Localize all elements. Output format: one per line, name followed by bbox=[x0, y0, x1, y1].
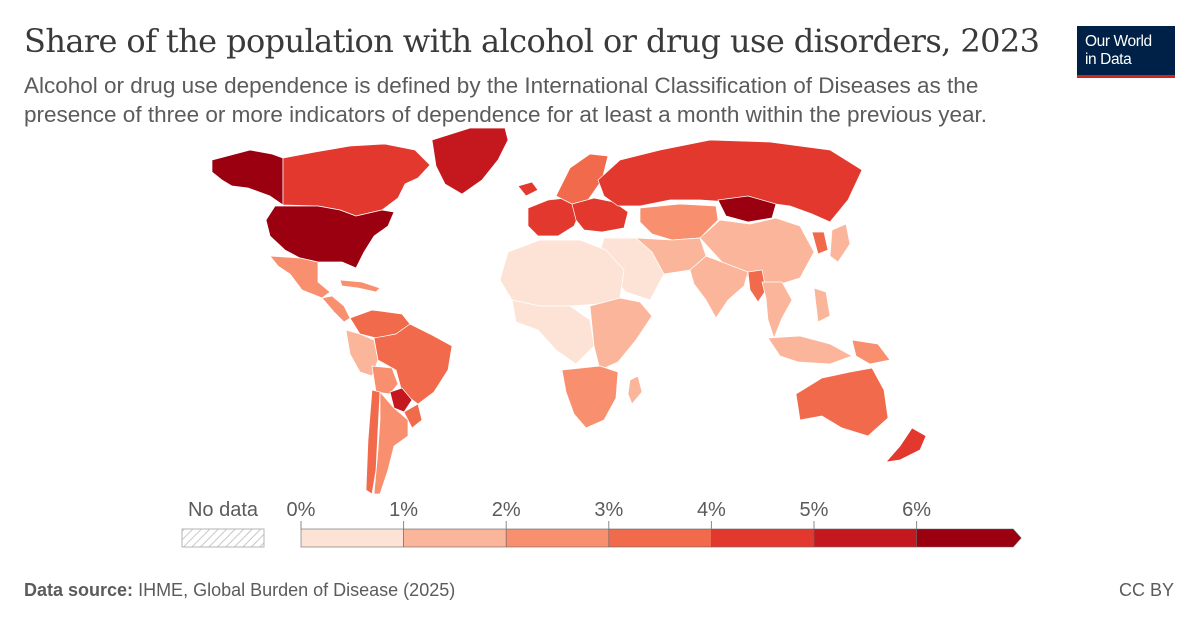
region-korea[interactable] bbox=[811, 231, 829, 255]
chart-subtitle: Alcohol or drug use dependence is define… bbox=[24, 73, 988, 127]
region-myanmar[interactable] bbox=[747, 269, 767, 303]
logo-line-2: in Data bbox=[1085, 51, 1132, 68]
region-indonesia[interactable] bbox=[767, 335, 853, 365]
region-united-states[interactable] bbox=[265, 205, 395, 269]
legend-bin-3[interactable] bbox=[608, 528, 712, 548]
license-link[interactable]: CC BY bbox=[1118, 580, 1174, 600]
legend-tick-label: 4% bbox=[697, 499, 726, 521]
owid-logo[interactable]: Our World in Data bbox=[1077, 26, 1175, 78]
legend-bin-4[interactable] bbox=[711, 528, 815, 548]
legend-tick-label: 6% bbox=[902, 499, 931, 521]
region-uruguay[interactable] bbox=[403, 403, 423, 429]
region-brazil[interactable] bbox=[373, 323, 453, 405]
legend-bin-2[interactable] bbox=[505, 528, 610, 548]
legend-bin-5[interactable] bbox=[813, 528, 917, 548]
data-source-label: Data source: bbox=[24, 580, 134, 600]
region-west-central-africa[interactable] bbox=[511, 299, 595, 365]
region-papua-new-guinea[interactable] bbox=[851, 339, 891, 365]
region-philippines[interactable] bbox=[813, 287, 831, 323]
region-south-asia[interactable] bbox=[689, 255, 749, 319]
region-alaska[interactable] bbox=[211, 149, 284, 206]
legend-tick-label: 5% bbox=[800, 499, 829, 521]
region-paraguay[interactable] bbox=[389, 387, 413, 413]
data-source-value: IHME, Global Burden of Disease (2025) bbox=[138, 580, 456, 600]
region-eastern-europe[interactable] bbox=[571, 197, 629, 233]
region-russia[interactable] bbox=[597, 139, 863, 223]
legend-bin-6[interactable] bbox=[916, 528, 1022, 548]
region-argentina[interactable] bbox=[373, 391, 409, 495]
region-iceland[interactable] bbox=[517, 181, 539, 197]
legend-tick-label: 2% bbox=[492, 499, 521, 521]
region-western-europe[interactable] bbox=[527, 197, 581, 237]
region-japan[interactable] bbox=[829, 223, 851, 263]
region-bolivia[interactable] bbox=[371, 365, 399, 395]
region-new-zealand[interactable] bbox=[885, 427, 927, 463]
legend-no-data-swatch bbox=[181, 528, 265, 548]
legend-tick-label: 1% bbox=[389, 499, 418, 521]
region-greenland[interactable] bbox=[431, 127, 509, 195]
legend-bin-1[interactable] bbox=[403, 528, 507, 548]
region-madagascar[interactable] bbox=[627, 375, 643, 405]
data-source: Data source: IHME, Global Burden of Dise… bbox=[24, 580, 455, 601]
legend-bin-0[interactable] bbox=[300, 528, 404, 548]
logo-line-1: Our World bbox=[1085, 33, 1152, 50]
legend-tick-label: 3% bbox=[594, 499, 623, 521]
region-caribbean[interactable] bbox=[339, 279, 381, 293]
region-southeast-asia[interactable] bbox=[761, 281, 793, 339]
region-east-africa[interactable] bbox=[589, 297, 653, 371]
chart-title: Share of the population with alcohol or … bbox=[24, 22, 1040, 60]
region-mexico[interactable] bbox=[269, 255, 331, 299]
region-australia[interactable] bbox=[795, 367, 889, 437]
region-mongolia[interactable] bbox=[717, 195, 777, 223]
region-southern-africa[interactable] bbox=[561, 365, 619, 429]
legend-tick-label: 0% bbox=[287, 499, 316, 521]
legend-no-data-label: No data bbox=[188, 499, 259, 521]
